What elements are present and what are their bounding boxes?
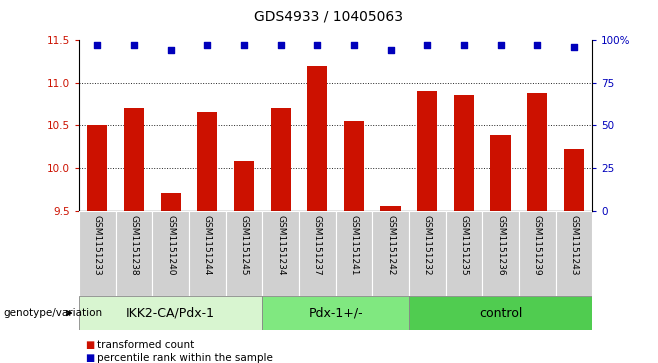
Bar: [116, 211, 152, 296]
Text: GSM1151239: GSM1151239: [533, 215, 542, 276]
Bar: [197, 113, 217, 211]
Bar: [490, 135, 511, 211]
Text: GSM1151236: GSM1151236: [496, 215, 505, 276]
Bar: [336, 211, 372, 296]
Bar: [307, 66, 327, 211]
Point: [349, 42, 359, 48]
Text: GSM1151240: GSM1151240: [166, 215, 175, 275]
Text: GSM1151242: GSM1151242: [386, 215, 395, 275]
Point: [459, 42, 469, 48]
Bar: [380, 206, 401, 211]
Point: [532, 42, 542, 48]
Bar: [482, 211, 519, 296]
Bar: [161, 193, 181, 211]
Bar: [527, 93, 547, 211]
Bar: [263, 211, 299, 296]
Text: GSM1151244: GSM1151244: [203, 215, 212, 275]
Bar: [79, 296, 263, 330]
Bar: [564, 149, 584, 211]
Text: percentile rank within the sample: percentile rank within the sample: [97, 352, 273, 363]
Text: GSM1151232: GSM1151232: [422, 215, 432, 275]
Text: GSM1151235: GSM1151235: [459, 215, 468, 276]
Text: Pdx-1+/-: Pdx-1+/-: [308, 307, 363, 319]
Bar: [555, 211, 592, 296]
Point: [422, 42, 432, 48]
Point: [165, 47, 176, 53]
Bar: [234, 161, 254, 211]
Bar: [152, 211, 189, 296]
Bar: [344, 121, 364, 211]
Text: GSM1151245: GSM1151245: [240, 215, 249, 275]
Bar: [454, 95, 474, 211]
Point: [92, 42, 103, 48]
Point: [312, 42, 322, 48]
Text: GSM1151241: GSM1151241: [349, 215, 359, 275]
Text: GDS4933 / 10405063: GDS4933 / 10405063: [255, 9, 403, 23]
Text: ■: ■: [86, 352, 95, 363]
Point: [202, 42, 213, 48]
Text: GSM1151237: GSM1151237: [313, 215, 322, 276]
Bar: [519, 211, 555, 296]
Point: [129, 42, 139, 48]
Text: control: control: [479, 307, 522, 319]
Text: GSM1151243: GSM1151243: [569, 215, 578, 275]
Bar: [263, 296, 409, 330]
Bar: [299, 211, 336, 296]
Bar: [409, 296, 592, 330]
Bar: [417, 91, 438, 211]
Text: GSM1151233: GSM1151233: [93, 215, 102, 276]
Point: [275, 42, 286, 48]
Text: genotype/variation: genotype/variation: [3, 308, 103, 318]
Bar: [88, 125, 107, 211]
Bar: [372, 211, 409, 296]
Bar: [409, 211, 445, 296]
Text: ■: ■: [86, 340, 95, 350]
Bar: [226, 211, 263, 296]
Bar: [79, 211, 116, 296]
Point: [386, 47, 396, 53]
Point: [495, 42, 506, 48]
Text: transformed count: transformed count: [97, 340, 195, 350]
Text: GSM1151234: GSM1151234: [276, 215, 285, 275]
Point: [569, 44, 579, 50]
Bar: [124, 108, 144, 211]
Bar: [445, 211, 482, 296]
Bar: [270, 108, 291, 211]
Text: GSM1151238: GSM1151238: [130, 215, 138, 276]
Point: [239, 42, 249, 48]
Bar: [189, 211, 226, 296]
Text: IKK2-CA/Pdx-1: IKK2-CA/Pdx-1: [126, 307, 215, 319]
